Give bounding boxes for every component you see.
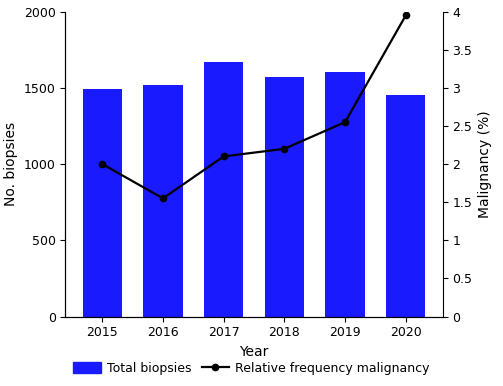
Bar xyxy=(204,62,243,317)
Bar xyxy=(325,72,365,317)
Bar xyxy=(265,77,304,317)
Y-axis label: Malignancy (%): Malignancy (%) xyxy=(478,110,492,218)
Legend: Total biopsies, Relative frequency malignancy: Total biopsies, Relative frequency malig… xyxy=(68,357,435,380)
X-axis label: Year: Year xyxy=(239,345,269,359)
Bar xyxy=(386,95,426,317)
Bar xyxy=(143,85,183,317)
Bar xyxy=(82,89,122,317)
Y-axis label: No. biopsies: No. biopsies xyxy=(4,122,18,206)
